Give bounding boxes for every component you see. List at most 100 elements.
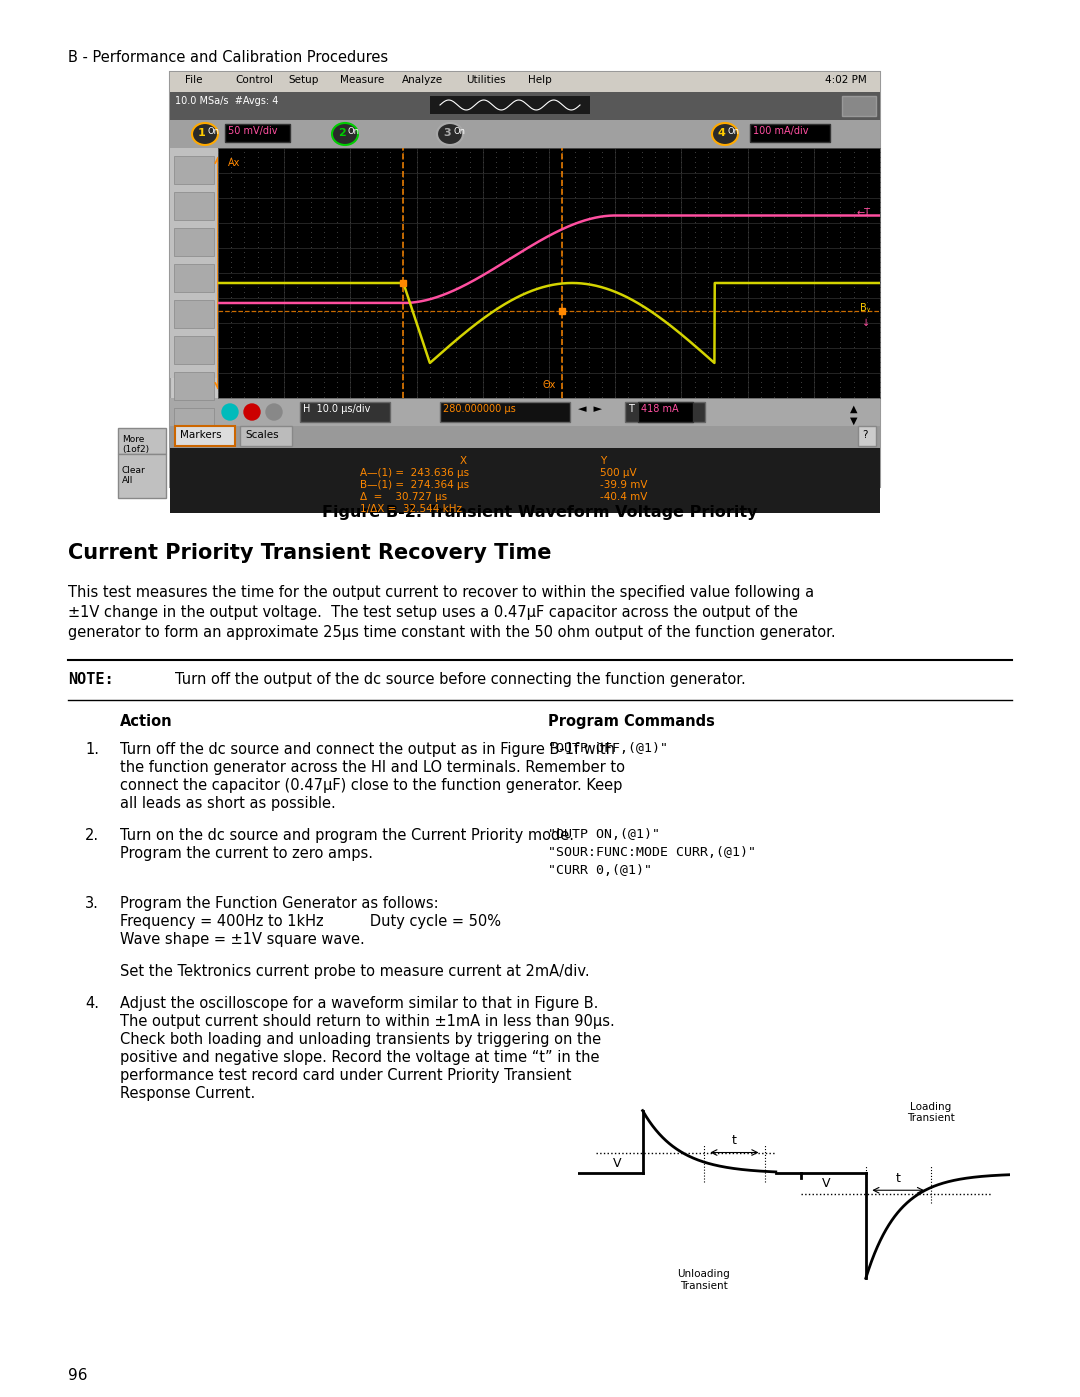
Text: 10.0 MSa/s  #Avgs: 4: 10.0 MSa/s #Avgs: 4 [175, 96, 279, 106]
Text: Turn off the dc source and connect the output as in Figure B-1f with: Turn off the dc source and connect the o… [120, 742, 615, 757]
Text: Markers: Markers [180, 430, 221, 440]
Bar [858, 426, 876, 446]
Text: connect the capacitor (0.47μF) close to the function generator. Keep: connect the capacitor (0.47μF) close to … [120, 778, 622, 793]
Text: Program the current to zero amps.: Program the current to zero amps. [120, 847, 373, 861]
Text: H  10.0 μs/div: H 10.0 μs/div [303, 404, 370, 414]
Bar [174, 264, 214, 292]
Text: On: On [728, 127, 740, 136]
Circle shape [244, 404, 260, 420]
Text: positive and negative slope. Record the voltage at time “t” in the: positive and negative slope. Record the … [120, 1051, 599, 1065]
Text: Response Current.: Response Current. [120, 1085, 255, 1101]
Text: 280.000000 μs: 280.000000 μs [443, 404, 516, 414]
Text: ←T: ←T [856, 208, 870, 218]
Text: -39.9 mV: -39.9 mV [600, 481, 648, 490]
Bar [625, 402, 705, 422]
Bar [170, 73, 880, 488]
Text: Turn on the dc source and program the Current Priority mode.: Turn on the dc source and program the Cu… [120, 828, 573, 842]
Bar [174, 191, 214, 219]
Text: the function generator across the HI and LO terminals. Remember to: the function generator across the HI and… [120, 760, 625, 775]
Text: Turn off the output of the dc source before connecting the function generator.: Turn off the output of the dc source bef… [175, 672, 746, 687]
Text: "OUTP ON,(@1)": "OUTP ON,(@1)" [548, 828, 660, 841]
Text: Set the Tektronics current probe to measure current at 2mA/div.: Set the Tektronics current probe to meas… [120, 964, 590, 979]
Text: NOTE:: NOTE: [68, 672, 113, 687]
Bar [170, 148, 218, 379]
Bar [174, 372, 214, 400]
Text: V: V [822, 1178, 831, 1190]
Text: 1/ΔX =  32.544 kHz: 1/ΔX = 32.544 kHz [360, 504, 462, 514]
Text: ±1V change in the output voltage.  The test setup uses a 0.47μF capacitor across: ±1V change in the output voltage. The te… [68, 605, 798, 620]
Bar [750, 124, 831, 142]
Text: Help: Help [528, 75, 552, 85]
Bar [170, 426, 880, 448]
Bar [170, 398, 880, 426]
Text: Scales: Scales [245, 430, 279, 440]
Text: "CURR 0,(@1)": "CURR 0,(@1)" [548, 863, 652, 877]
Text: Action: Action [120, 714, 173, 729]
Text: Δ  =    30.727 μs: Δ = 30.727 μs [360, 492, 447, 502]
Text: T: T [627, 404, 634, 414]
Text: 50 mV/div: 50 mV/div [228, 126, 278, 136]
Text: "SOUR:FUNC:MODE CURR,(@1)": "SOUR:FUNC:MODE CURR,(@1)" [548, 847, 756, 859]
Bar [440, 402, 570, 422]
Bar [174, 408, 214, 436]
Text: Check both loading and unloading transients by triggering on the: Check both loading and unloading transie… [120, 1032, 602, 1046]
Bar [842, 96, 876, 116]
Text: 4.: 4. [85, 996, 99, 1011]
Text: 1: 1 [198, 129, 206, 138]
Text: Program the Function Generator as follows:: Program the Function Generator as follow… [120, 895, 438, 911]
Text: 1.: 1. [85, 742, 99, 757]
Text: More
(1of2): More (1of2) [122, 434, 149, 454]
Text: Analyze: Analyze [402, 75, 443, 85]
Text: Loading
Transient: Loading Transient [907, 1102, 955, 1123]
Bar [638, 402, 693, 422]
Text: On: On [348, 127, 360, 136]
Ellipse shape [332, 123, 357, 145]
Bar [175, 426, 235, 446]
Bar [430, 96, 590, 115]
Text: 418 mA: 418 mA [642, 404, 678, 414]
Text: t: t [895, 1172, 901, 1185]
Text: This test measures the time for the output current to recover to within the spec: This test measures the time for the outp… [68, 585, 814, 599]
Text: On: On [208, 127, 220, 136]
Text: Wave shape = ±1V square wave.: Wave shape = ±1V square wave. [120, 932, 365, 947]
Text: Unloading
Transient: Unloading Transient [677, 1270, 730, 1291]
Bar [300, 402, 390, 422]
Ellipse shape [192, 123, 218, 145]
Text: performance test record card under Current Priority Transient: performance test record card under Curre… [120, 1067, 571, 1083]
Text: Ax: Ax [228, 158, 241, 168]
Bar [174, 300, 214, 328]
Text: Current Priority Transient Recovery Time: Current Priority Transient Recovery Time [68, 543, 552, 563]
Text: Clear
All: Clear All [122, 467, 146, 485]
Text: 3: 3 [443, 129, 450, 138]
Circle shape [222, 404, 238, 420]
Bar [225, 124, 291, 142]
Text: File: File [185, 75, 203, 85]
Text: 500 μV: 500 μV [600, 468, 636, 478]
Text: all leads as short as possible.: all leads as short as possible. [120, 796, 336, 812]
Text: X: X [460, 455, 468, 467]
Text: A—(1) =  243.636 μs: A—(1) = 243.636 μs [360, 468, 469, 478]
Bar [118, 427, 166, 454]
Text: generator to form an approximate 25μs time constant with the 50 ohm output of th: generator to form an approximate 25μs ti… [68, 624, 836, 640]
Text: The output current should return to within ±1mA in less than 90μs.: The output current should return to with… [120, 1014, 615, 1030]
Text: t: t [732, 1134, 737, 1147]
Text: 4:02 PM: 4:02 PM [825, 75, 867, 85]
Bar [174, 156, 214, 184]
Text: 3.: 3. [85, 895, 99, 911]
Text: 96: 96 [68, 1368, 87, 1383]
Text: Figure B-2. Transient Waveform Voltage Priority: Figure B-2. Transient Waveform Voltage P… [322, 504, 758, 520]
Text: ↓: ↓ [862, 319, 870, 328]
Text: On: On [453, 127, 465, 136]
Text: Frequency = 400Hz to 1kHz          Duty cycle = 50%: Frequency = 400Hz to 1kHz Duty cycle = 5… [120, 914, 501, 929]
Text: Program Commands: Program Commands [548, 714, 715, 729]
Bar [240, 426, 292, 446]
Text: ▲
▼: ▲ ▼ [850, 404, 858, 426]
Text: 2.: 2. [85, 828, 99, 842]
Text: B—(1) =  274.364 μs: B—(1) = 274.364 μs [360, 481, 469, 490]
Text: V: V [613, 1157, 622, 1169]
Text: Adjust the oscilloscope for a waveform similar to that in Figure B.: Adjust the oscilloscope for a waveform s… [120, 996, 598, 1011]
Text: Measure: Measure [340, 75, 384, 85]
Text: 4: 4 [718, 129, 726, 138]
Text: Θx: Θx [542, 380, 556, 391]
Text: 100 mA/div: 100 mA/div [753, 126, 809, 136]
